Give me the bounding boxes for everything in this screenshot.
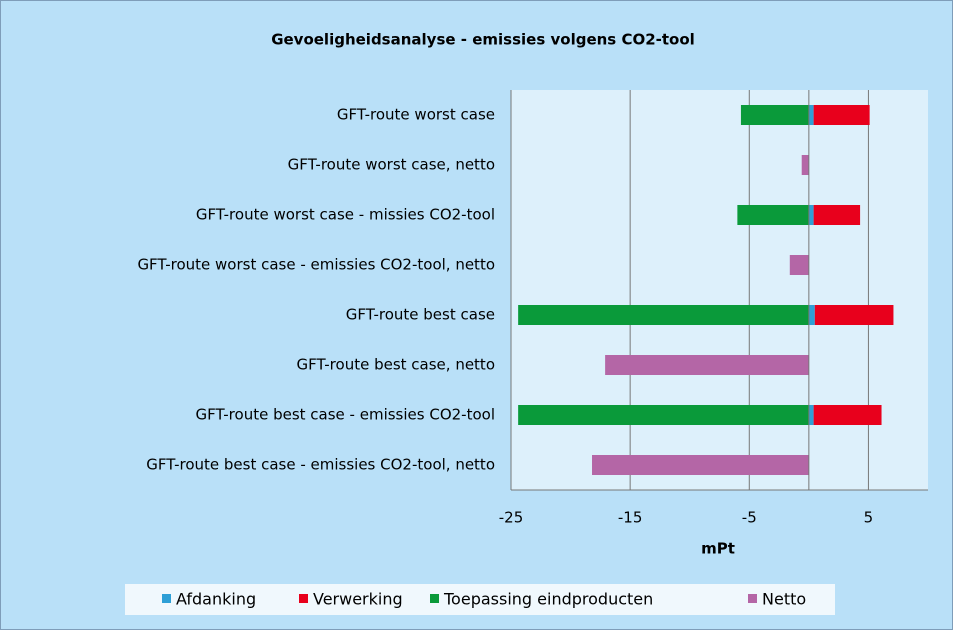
bar [808, 205, 814, 225]
legend-swatch [430, 594, 439, 603]
y-tick-label: GFT-route worst case [337, 106, 495, 124]
bar [808, 405, 814, 425]
bar [789, 255, 809, 275]
y-tick-label: GFT-route best case [346, 306, 495, 324]
bar [813, 405, 882, 425]
x-axis-label: mPt [701, 540, 735, 558]
bar [813, 205, 861, 225]
bar [813, 105, 870, 125]
legend-label: Afdanking [176, 590, 256, 609]
bar [592, 455, 809, 475]
y-tick-label: GFT-route best case - emissies CO2-tool,… [146, 456, 495, 474]
bar [814, 305, 894, 325]
plot-area [511, 90, 928, 490]
legend-swatch [748, 594, 757, 603]
legend-label: Verwerking [313, 590, 403, 609]
bar [801, 155, 809, 175]
x-tick-label: -15 [618, 509, 643, 527]
legend [125, 584, 835, 615]
x-tick-label: -5 [742, 509, 757, 527]
y-tick-label: GFT-route best case - emissies CO2-tool [196, 406, 496, 424]
bar [808, 105, 814, 125]
x-tick-label: 5 [864, 509, 874, 527]
y-tick-label: GFT-route worst case - emissies CO2-tool… [137, 256, 495, 274]
bar [605, 355, 809, 375]
legend-label: Netto [762, 590, 806, 609]
legend-swatch [299, 594, 308, 603]
bar [740, 105, 809, 125]
bar [518, 305, 809, 325]
bar [737, 205, 809, 225]
x-tick-label: -25 [499, 509, 524, 527]
y-tick-label: GFT-route worst case, netto [288, 156, 495, 174]
y-tick-label: GFT-route worst case - missies CO2-tool [196, 206, 495, 224]
chart-title: Gevoeligheidsanalyse - emissies volgens … [271, 31, 695, 49]
legend-label: Toepassing eindproducten [443, 590, 653, 609]
y-tick-label: GFT-route best case, netto [297, 356, 496, 374]
legend-swatch [162, 594, 171, 603]
bar [518, 405, 809, 425]
bar [808, 305, 815, 325]
